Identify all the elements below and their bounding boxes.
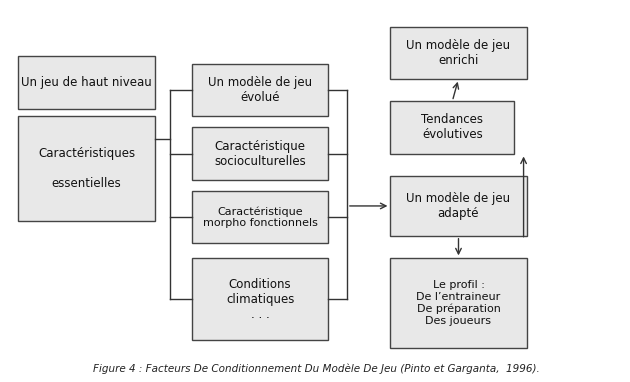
Text: Conditions
climatiques
. . .: Conditions climatiques . . . <box>226 278 294 321</box>
FancyBboxPatch shape <box>391 27 527 79</box>
FancyBboxPatch shape <box>391 101 514 154</box>
Text: Tendances
évolutives: Tendances évolutives <box>421 113 483 141</box>
Text: Le profil :
De l’entraineur
De préparation
Des joueurs: Le profil : De l’entraineur De préparati… <box>416 280 501 326</box>
Text: Caractéristique
socioculturelles: Caractéristique socioculturelles <box>214 140 306 168</box>
FancyBboxPatch shape <box>18 116 155 221</box>
Text: Figure 4 : Facteurs De Conditionnement Du Modèle De Jeu (Pinto et Garganta,  199: Figure 4 : Facteurs De Conditionnement D… <box>93 364 539 374</box>
Text: Caractéristique
morpho fonctionnels: Caractéristique morpho fonctionnels <box>203 206 318 228</box>
Text: Un jeu de haut niveau: Un jeu de haut niveau <box>21 76 152 89</box>
Text: Un modèle de jeu
enrichi: Un modèle de jeu enrichi <box>406 39 510 67</box>
FancyBboxPatch shape <box>391 258 527 348</box>
FancyBboxPatch shape <box>18 57 155 109</box>
FancyBboxPatch shape <box>192 128 328 180</box>
Text: Un modèle de jeu
adapté: Un modèle de jeu adapté <box>406 192 510 220</box>
FancyBboxPatch shape <box>192 64 328 116</box>
FancyBboxPatch shape <box>192 191 328 243</box>
FancyBboxPatch shape <box>192 258 328 340</box>
FancyBboxPatch shape <box>391 176 527 236</box>
Text: Caractéristiques

essentielles: Caractéristiques essentielles <box>38 147 135 190</box>
Text: Un modèle de jeu
évolué: Un modèle de jeu évolué <box>208 76 312 104</box>
